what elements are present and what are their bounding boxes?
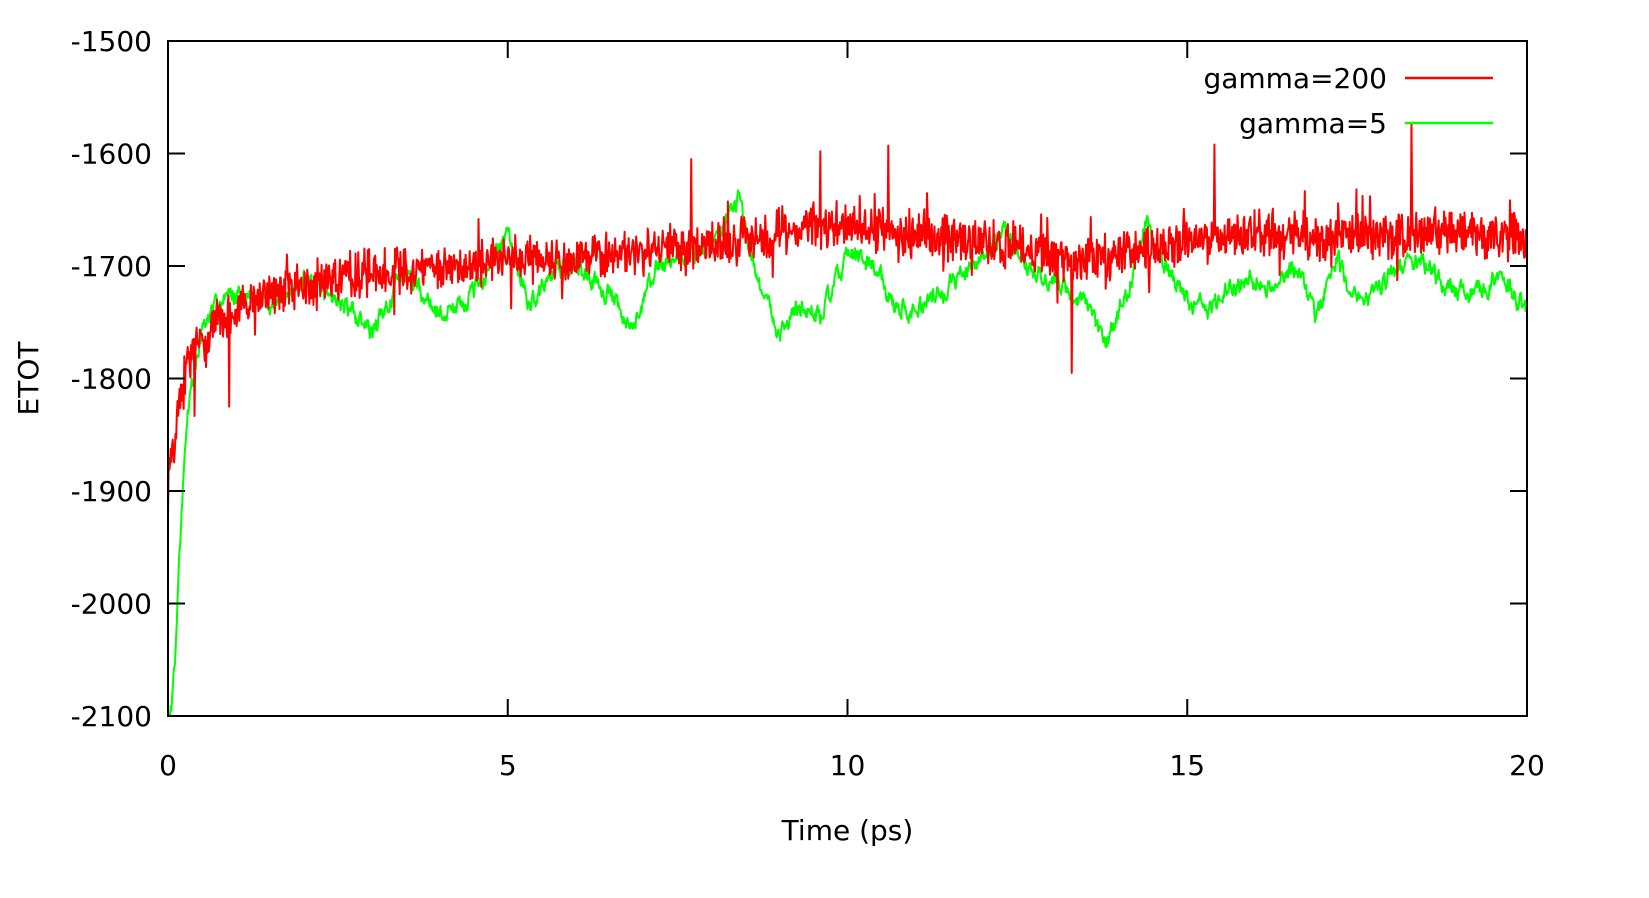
tick-labels-layer: 0 5 10 15 20 -2100 -2000 -1900 -1800 -1700 -1600 -1…: [71, 25, 1545, 782]
y-tick-label: -1500: [71, 25, 152, 58]
x-tick-label: 0: [159, 749, 177, 782]
x-tick-label: 10: [830, 749, 866, 782]
x-axis-label: Time (ps): [781, 814, 914, 847]
series-layer: [168, 122, 1527, 716]
y-tick-label: -2100: [71, 700, 152, 733]
x-tick-label: 5: [499, 749, 517, 782]
y-tick-label: -1700: [71, 250, 152, 283]
x-tick-label: 20: [1509, 749, 1545, 782]
y-tick-label: -1800: [71, 363, 152, 396]
x-tick-label: 15: [1169, 749, 1205, 782]
y-tick-label: -2000: [71, 588, 152, 621]
y-tick-label: -1600: [71, 138, 152, 171]
ticks-layer: [167, 40, 1528, 717]
legend-label-gamma-5: gamma=5: [1239, 107, 1387, 140]
series-line-gamma-200: [168, 122, 1527, 517]
y-axis-label: ETOT: [12, 341, 45, 416]
legend-label-gamma-200: gamma=200: [1203, 62, 1387, 95]
legend: gamma=200 gamma=5: [1203, 62, 1493, 140]
y-tick-label: -1900: [71, 475, 152, 508]
